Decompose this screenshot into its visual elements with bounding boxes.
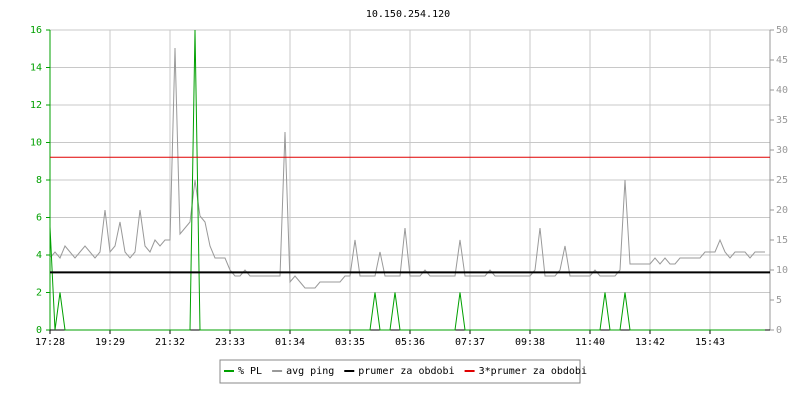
y-tick-label: 10 [30, 138, 42, 149]
x-tick-label: 05:36 [395, 337, 425, 348]
legend-box [219, 359, 581, 384]
x-tick-label: 01:34 [275, 337, 305, 348]
x-tick-label: 09:38 [515, 337, 545, 348]
y2-tick-label: 10 [776, 265, 788, 276]
x-tick-label: 03:35 [335, 337, 365, 348]
x-tick-label: 15:43 [695, 337, 725, 348]
y2-tick-label: 30 [776, 145, 788, 156]
y-tick-label: 12 [30, 100, 42, 111]
legend-label: 3*prumer za obdobi [479, 366, 587, 377]
x-tick-label: 23:33 [215, 337, 245, 348]
y2-tick-label: 50 [776, 25, 788, 36]
y2-tick-label: 0 [776, 325, 782, 336]
y-tick-label: 4 [36, 250, 42, 261]
x-tick-label: 07:37 [455, 337, 485, 348]
y2-tick-label: 35 [776, 115, 788, 126]
x-tick-label: 13:42 [635, 337, 665, 348]
x-tick-label: 11:40 [575, 337, 605, 348]
y-tick-label: 8 [36, 175, 42, 186]
legend-label: prumer za obdobi [358, 366, 454, 377]
y2-tick-label: 5 [776, 295, 782, 306]
y-tick-label: 0 [36, 325, 42, 336]
chart-title: 10.150.254.120 [366, 9, 450, 20]
legend-label: % PL [238, 366, 262, 377]
x-tick-label: 19:29 [95, 337, 125, 348]
series-line [49, 47, 765, 289]
y-tick-label: 2 [36, 288, 42, 299]
y2-tick-label: 25 [776, 175, 788, 186]
y-tick-label: 6 [36, 213, 42, 224]
y2-tick-label: 45 [776, 55, 788, 66]
x-tick-label: 21:32 [155, 337, 185, 348]
x-tick-label: 17:28 [35, 337, 65, 348]
y2-tick-label: 20 [776, 205, 788, 216]
y-tick-label: 14 [30, 63, 42, 74]
series-line [49, 29, 765, 331]
y-tick-label: 16 [30, 25, 42, 36]
y2-tick-label: 15 [776, 235, 788, 246]
legend-label: avg ping [286, 366, 334, 377]
y2-tick-label: 40 [776, 85, 788, 96]
